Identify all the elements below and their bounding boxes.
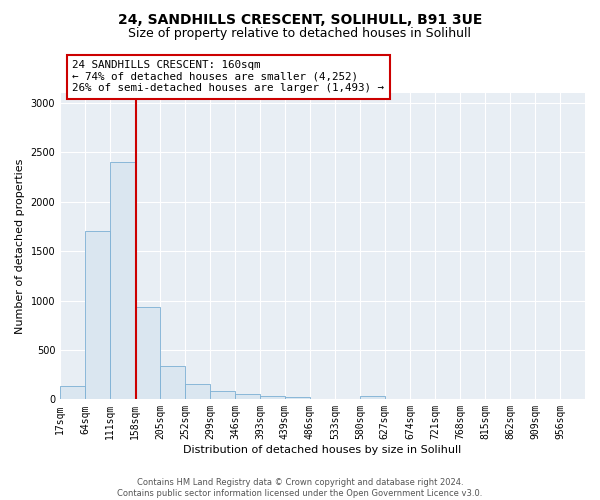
Bar xyxy=(160,366,185,400)
Bar xyxy=(235,394,260,400)
Bar xyxy=(85,232,110,400)
Text: Size of property relative to detached houses in Solihull: Size of property relative to detached ho… xyxy=(128,28,472,40)
Bar xyxy=(60,386,85,400)
Bar xyxy=(185,384,210,400)
Bar xyxy=(360,396,385,400)
Y-axis label: Number of detached properties: Number of detached properties xyxy=(15,158,25,334)
Bar xyxy=(110,162,135,400)
Text: Contains HM Land Registry data © Crown copyright and database right 2024.
Contai: Contains HM Land Registry data © Crown c… xyxy=(118,478,482,498)
Text: 24 SANDHILLS CRESCENT: 160sqm
← 74% of detached houses are smaller (4,252)
26% o: 24 SANDHILLS CRESCENT: 160sqm ← 74% of d… xyxy=(73,60,385,93)
Bar xyxy=(260,396,285,400)
Bar xyxy=(136,308,160,400)
X-axis label: Distribution of detached houses by size in Solihull: Distribution of detached houses by size … xyxy=(184,445,462,455)
Bar xyxy=(211,391,235,400)
Text: 24, SANDHILLS CRESCENT, SOLIHULL, B91 3UE: 24, SANDHILLS CRESCENT, SOLIHULL, B91 3U… xyxy=(118,12,482,26)
Bar xyxy=(285,396,310,400)
